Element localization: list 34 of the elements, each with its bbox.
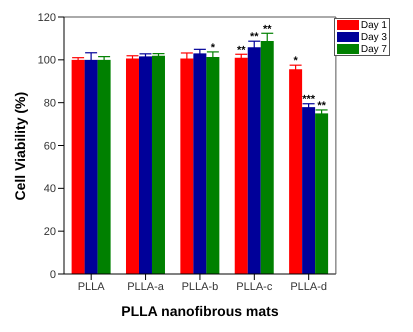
bar	[315, 113, 328, 274]
data-label: **	[262, 23, 272, 36]
y-axis-title: Cell Viability (%)	[12, 92, 28, 200]
x-axis-title: PLLA nanofibrous mats	[121, 303, 279, 319]
x-tick-label: PLLA-a	[127, 280, 165, 293]
bar	[193, 53, 206, 274]
data-label: ***	[302, 94, 316, 106]
data-label: **	[236, 44, 246, 56]
legend-label: Day 1	[360, 20, 387, 30]
legend-label: Day 3	[360, 32, 387, 42]
y-tick-label: 120	[38, 12, 56, 24]
y-tick-label: 60	[44, 140, 56, 152]
x-tick-label: PLLA-d	[290, 280, 328, 293]
y-tick-label: 0	[50, 268, 56, 281]
y-tick-label: 100	[38, 54, 56, 67]
x-tick-label: PLLA-b	[182, 280, 218, 293]
bar	[72, 60, 85, 274]
data-label: **	[317, 100, 327, 112]
data-label: **	[250, 31, 260, 44]
y-tick-label: 40	[44, 183, 56, 196]
data-label: *	[210, 42, 216, 54]
data-label: *	[293, 55, 298, 68]
x-tick-label: PLLA-c	[236, 280, 273, 293]
x-tick-label: PLLA	[78, 280, 106, 293]
bar	[98, 60, 111, 274]
bar	[302, 107, 316, 274]
y-tick-label: 20	[44, 226, 56, 238]
y-tick-label: 80	[44, 98, 56, 110]
bar	[234, 58, 248, 274]
legend-label: Day 7	[360, 44, 387, 54]
bar	[152, 56, 165, 274]
bar	[289, 69, 302, 274]
bar	[126, 58, 139, 274]
bar	[138, 56, 152, 274]
